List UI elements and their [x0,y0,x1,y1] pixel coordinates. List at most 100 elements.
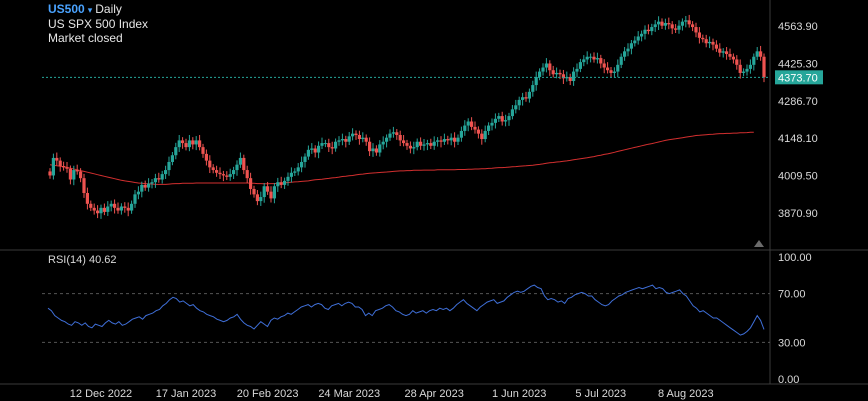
candle-body [255,194,259,202]
candle-body [449,137,453,141]
candle-body [752,56,756,65]
symbol-header[interactable]: US500 ▾ Daily [48,2,122,18]
candle-body [459,130,463,138]
candle-body [402,140,406,144]
candle-body [232,170,236,175]
last-price-tag [775,70,823,85]
candle-body [181,140,185,144]
candle-body [711,41,715,45]
candle-body [388,133,392,138]
candle-body [762,56,766,78]
candle-body [82,178,86,194]
candle-body [48,171,52,176]
symbol-dropdown-icon[interactable]: ▾ [87,5,93,15]
time-axis-tick-label: 24 Mar 2023 [318,388,380,400]
scroll-to-latest-icon[interactable] [754,240,764,247]
candle-body [568,76,572,82]
candle-body [636,36,640,41]
candle-body [599,58,603,64]
candle-body [283,180,287,185]
candle-body [126,207,130,211]
candle-body [361,137,365,140]
candle-body [473,126,477,130]
candle-body [629,43,633,49]
candle-body [238,157,242,165]
candle-body [266,186,270,192]
candle-body [432,141,436,146]
rsi-axis-tick-label: 70.00 [778,289,806,301]
candle-body [684,20,688,22]
candle-body [755,51,759,57]
candle-body [558,72,562,75]
candle-body [79,171,83,179]
candle-body [735,59,739,65]
candle-body [296,167,300,172]
candle-body [381,141,385,145]
candle-body [211,167,215,171]
candle-body [650,27,654,32]
candle-body [534,76,538,86]
candle-body [633,40,637,44]
price-axis-tick-label: 4148.10 [778,133,818,145]
interval-label[interactable]: Daily [95,2,122,16]
candle-body [150,182,154,184]
candle-body [524,97,528,99]
candle-body [619,56,623,65]
candle-body [317,145,321,153]
candle-body [725,51,729,55]
candle-body [303,156,307,162]
candle-body [419,141,423,146]
price-axis-tick-label: 4425.30 [778,58,818,70]
candle-body [221,174,225,176]
candle-body [215,170,219,173]
candle-body [398,134,402,141]
candle-body [623,51,627,57]
candle-body [582,59,586,63]
candle-body [425,143,429,145]
candle-body [527,91,531,99]
candle-body [130,203,134,211]
candle-body [646,29,650,32]
candle-body [748,64,752,69]
price-axis-tick-label: 4286.70 [778,96,818,108]
candle-body [337,140,341,142]
candle-body [616,64,620,72]
candle-body [140,184,144,192]
candle-body [228,174,232,177]
candle-body [415,141,419,148]
candle-body [160,174,164,180]
candle-body [102,207,106,212]
candle-body [541,67,545,72]
candle-body [687,20,691,25]
candle-body [85,193,89,204]
candle-body [371,148,375,152]
candle-body [385,137,389,142]
market-status: Market closed [48,31,123,45]
candle-body [170,155,174,162]
candle-body [218,172,222,175]
candle-body [592,56,596,60]
price-axis-tick-label: 4563.90 [778,21,818,33]
candle-body [174,147,178,156]
candle-body [269,191,273,199]
rsi-indicator-label[interactable]: RSI(14) 40.62 [48,254,117,266]
candle-body [640,33,644,37]
symbol-name[interactable]: US500 [48,2,85,16]
candle-body [242,157,246,171]
candle-body [119,206,123,211]
candle-body [504,120,508,122]
candle-body [691,24,695,28]
candle-body [653,24,657,28]
candle-body [344,139,348,142]
rsi-label-text: RSI(14) [48,254,86,266]
candle-body [327,143,331,148]
candle-body [225,175,229,177]
candle-body [626,48,630,52]
rsi-axis-tick-label: 100.00 [778,252,812,264]
candle-body [660,21,664,26]
candle-body [113,203,117,208]
candle-body [313,148,317,153]
last-price-label: 4373.70 [778,72,818,84]
rsi-current-value: 40.62 [88,254,117,266]
